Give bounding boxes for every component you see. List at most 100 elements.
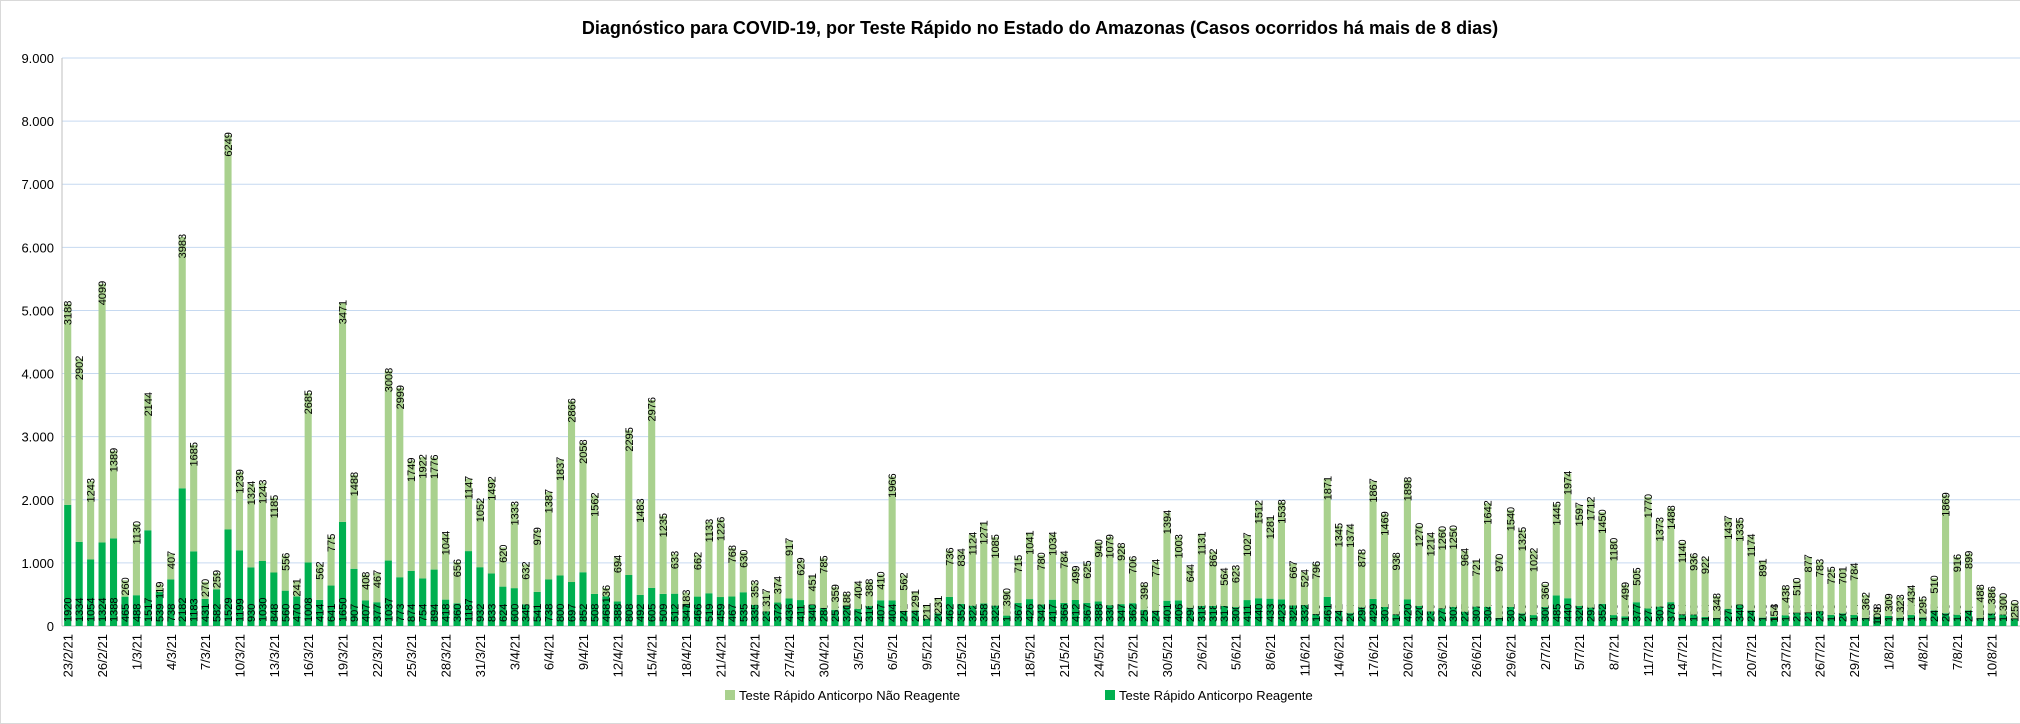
data-label: 250 bbox=[2009, 600, 2020, 618]
bar-segment bbox=[579, 442, 587, 573]
data-label: 211 bbox=[921, 603, 933, 621]
bar-segment bbox=[1850, 615, 1858, 626]
bar-segment bbox=[957, 551, 965, 604]
bar-segment bbox=[785, 540, 793, 599]
x-tick-label: 27/5/21 bbox=[1126, 634, 1141, 677]
bar-segment bbox=[751, 604, 759, 626]
data-label: 1131 bbox=[1196, 532, 1208, 556]
x-tick-label: 20/6/21 bbox=[1400, 634, 1415, 677]
bar-segment bbox=[1541, 607, 1549, 626]
bar-segment bbox=[1323, 596, 1331, 626]
data-label: 1243 bbox=[257, 480, 269, 504]
bar-segment bbox=[1003, 615, 1011, 626]
bar-segment bbox=[1048, 534, 1056, 600]
x-tick-label: 24/5/21 bbox=[1091, 634, 1106, 677]
x-tick-label: 15/5/21 bbox=[988, 634, 1003, 677]
x-tick-label: 25/3/21 bbox=[404, 634, 419, 677]
bar-segment bbox=[109, 450, 118, 539]
data-label: 320 bbox=[1414, 604, 1426, 622]
data-label: 940 bbox=[1093, 539, 1105, 557]
data-label: 1776 bbox=[429, 454, 441, 478]
bar-segment bbox=[1163, 512, 1171, 601]
data-label: 433 bbox=[1265, 604, 1277, 622]
data-label: 401 bbox=[1162, 604, 1174, 622]
data-label: 1085 bbox=[990, 534, 1002, 558]
bar-segment bbox=[132, 523, 140, 596]
bar-segment bbox=[442, 599, 450, 626]
data-label: 2999 bbox=[395, 385, 407, 409]
data-label: 426 bbox=[1025, 604, 1037, 622]
bar-segment bbox=[1255, 502, 1263, 599]
x-tick-label: 31/3/21 bbox=[473, 634, 488, 677]
bar-segment bbox=[1186, 607, 1194, 626]
bar-segment bbox=[945, 596, 953, 626]
bar-segment bbox=[1312, 563, 1320, 615]
bar-segment bbox=[316, 599, 324, 626]
bar-segment bbox=[1129, 603, 1137, 626]
bar-segment bbox=[1964, 610, 1973, 626]
data-label: 1334 bbox=[74, 598, 86, 622]
data-label: 916 bbox=[1952, 554, 1964, 572]
data-label: 188 bbox=[841, 591, 853, 609]
data-label: 1027 bbox=[1242, 532, 1254, 556]
data-label: 465 bbox=[120, 604, 132, 622]
data-label: 780 bbox=[1036, 552, 1048, 570]
bar-segment bbox=[705, 521, 713, 594]
bar-segment bbox=[693, 596, 702, 626]
bar-segment bbox=[327, 536, 335, 586]
bar-segment bbox=[1071, 568, 1079, 600]
data-label: 2902 bbox=[74, 356, 86, 380]
bar-segment bbox=[1438, 608, 1446, 626]
bar-segment bbox=[224, 529, 232, 626]
x-tick-label: 23/2/21 bbox=[61, 634, 76, 677]
bar-segment bbox=[854, 583, 862, 609]
data-label: 848 bbox=[269, 604, 281, 622]
bar-segment bbox=[934, 613, 942, 626]
bar-segment bbox=[1987, 589, 1995, 614]
bar-segment bbox=[384, 560, 392, 626]
bar-segment bbox=[1335, 525, 1343, 611]
data-label: 964 bbox=[1460, 548, 1472, 566]
bar-segment bbox=[1197, 534, 1205, 606]
bar-segment bbox=[1632, 602, 1640, 626]
data-label: 292 bbox=[1586, 604, 1598, 622]
data-label: 320 bbox=[1574, 604, 1586, 622]
data-label: 4099 bbox=[97, 281, 109, 305]
bar-segment bbox=[109, 538, 118, 626]
data-label: 662 bbox=[692, 552, 704, 570]
bar-segment bbox=[613, 557, 621, 602]
bar-segment bbox=[327, 585, 335, 626]
bar-segment bbox=[1747, 610, 1755, 626]
data-label: 632 bbox=[521, 561, 533, 579]
bar-segment bbox=[682, 592, 690, 605]
bar-segment bbox=[213, 572, 221, 590]
bar-segment bbox=[556, 575, 564, 626]
bar-segment bbox=[1747, 536, 1755, 611]
data-label: 295 bbox=[1918, 596, 1930, 614]
data-label: 390 bbox=[1002, 588, 1014, 606]
data-label: 492 bbox=[635, 604, 647, 622]
bar-segment bbox=[1690, 614, 1698, 626]
data-label: 738 bbox=[166, 604, 178, 622]
bar-segment bbox=[991, 605, 999, 626]
bar-segment bbox=[1552, 595, 1560, 626]
bar-segment bbox=[705, 593, 713, 626]
bar-segment bbox=[1987, 613, 1995, 626]
bar-segment bbox=[1781, 615, 1789, 626]
bar-segment bbox=[190, 551, 198, 626]
bar-segment bbox=[98, 283, 106, 543]
bar-segment bbox=[121, 580, 129, 597]
bar-segment bbox=[968, 605, 976, 626]
data-label: 270 bbox=[200, 579, 212, 597]
x-tick-label: 29/6/21 bbox=[1503, 634, 1518, 677]
data-label: 509 bbox=[658, 604, 670, 622]
data-label: 488 bbox=[1975, 584, 1987, 602]
data-label: 407 bbox=[360, 604, 372, 622]
data-label: 431 bbox=[200, 604, 212, 622]
bar-segment bbox=[1289, 605, 1297, 626]
bar-segment bbox=[373, 602, 381, 626]
bar-segment bbox=[1644, 496, 1652, 609]
y-tick-label: 4.000 bbox=[21, 367, 54, 382]
bar-segment bbox=[1667, 602, 1675, 626]
data-label: 1187 bbox=[463, 598, 475, 622]
